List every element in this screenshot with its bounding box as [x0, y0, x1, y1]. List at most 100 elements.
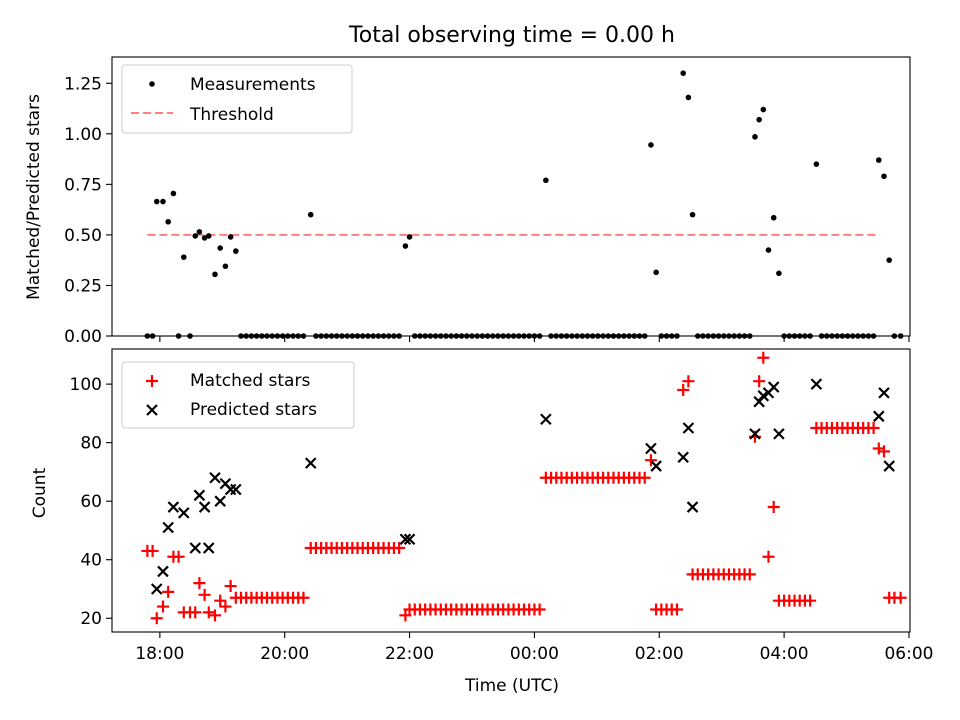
- ratio-y-label: Matched/Predicted stars: [24, 94, 44, 300]
- measurement-point: [180, 254, 187, 260]
- measurement-point: [752, 134, 758, 140]
- measurement-point: [495, 333, 501, 339]
- measurement-point: [359, 333, 366, 339]
- matched-point: [894, 591, 907, 604]
- count-y-axis: 20 40 60 80 100: [70, 375, 112, 629]
- x-tick-label: 00:00: [510, 644, 559, 664]
- measurement-point: [818, 333, 825, 339]
- measurement-point: [641, 333, 648, 339]
- measurement-point: [579, 333, 586, 339]
- measurement-point: [736, 333, 743, 339]
- measurement-point: [875, 157, 882, 163]
- measurement-point: [600, 333, 606, 339]
- measurement-point: [295, 333, 302, 339]
- predicted-point: [224, 483, 237, 496]
- predicted-point: [767, 381, 780, 393]
- measurement-point: [385, 333, 392, 339]
- measurement-point: [175, 333, 182, 339]
- measurement-point: [149, 333, 156, 339]
- measurement-point: [781, 333, 787, 339]
- measurement-point: [631, 333, 638, 339]
- predicted-point: [193, 489, 206, 502]
- measurement-point: [626, 333, 632, 339]
- x-tick-label: 18:00: [135, 644, 184, 664]
- measurement-point: [776, 270, 782, 277]
- predicted-point: [677, 451, 689, 464]
- measurement-point: [849, 333, 856, 339]
- ratio-y-tick-label: 1.25: [64, 74, 102, 94]
- ratio-y-tick-label: 0.50: [64, 226, 102, 246]
- measurement-point: [170, 190, 177, 197]
- measurement-point: [726, 333, 732, 339]
- measurement-point: [648, 142, 654, 148]
- ratio-legend-box: [121, 64, 353, 134]
- matched-point: [189, 606, 202, 619]
- measurement-point: [192, 233, 199, 239]
- measurement-point: [610, 333, 617, 339]
- measurement-point: [274, 333, 281, 339]
- measurement-point: [453, 333, 460, 339]
- matched-point: [638, 471, 651, 484]
- predicted-point: [189, 542, 202, 554]
- measurement-point: [313, 333, 319, 339]
- measurement-point: [307, 211, 314, 218]
- measurement-point: [569, 333, 575, 339]
- measurement-point: [705, 333, 711, 339]
- measurement-points: [144, 70, 904, 339]
- predicted-point: [304, 457, 317, 469]
- count-y-tick-label: 60: [80, 492, 102, 512]
- measurement-point: [765, 247, 772, 253]
- matched-point: [150, 612, 163, 625]
- measurement-point: [589, 333, 596, 339]
- measurement-point: [680, 70, 686, 76]
- count-x-axis: 18:00 20:00 22:00 00:00 02:00 04:00 06:00: [135, 632, 933, 664]
- ratio-y-axis: 0.00 0.25 0.50 0.75 1.00 1.25: [64, 74, 112, 347]
- measurement-point: [333, 333, 340, 339]
- measurement-point: [469, 333, 475, 339]
- measurement-point: [536, 333, 543, 339]
- predicted-points: [150, 378, 895, 595]
- measurement-point: [144, 333, 151, 339]
- ratio-legend: Measurements Threshold: [121, 64, 353, 134]
- chart-title: Total observing time = 0.00 h: [348, 23, 675, 48]
- measurement-point: [791, 333, 798, 339]
- matched-point: [193, 577, 206, 590]
- measurement-point: [187, 333, 193, 339]
- predicted-point: [873, 410, 885, 423]
- measurement-point: [802, 333, 808, 339]
- measurement-point: [479, 333, 486, 339]
- measurement-point: [807, 333, 813, 339]
- matched-point: [804, 594, 817, 607]
- measurement-point: [563, 333, 570, 339]
- measurement-point: [375, 333, 382, 339]
- measurement-point: [427, 333, 434, 339]
- measurement-point: [621, 333, 627, 339]
- matched-point: [214, 594, 227, 607]
- measurement-point: [437, 333, 444, 339]
- measurement-point: [756, 116, 762, 123]
- measurement-point: [323, 333, 330, 339]
- measurement-point: [264, 333, 270, 339]
- ratio-y-tick-label: 0.25: [64, 276, 102, 296]
- predicted-point: [230, 483, 242, 496]
- predicted-point: [540, 413, 552, 426]
- matched-point: [762, 550, 775, 563]
- measurement-point: [505, 333, 512, 339]
- measurement-point: [668, 333, 675, 339]
- measurement-point: [233, 248, 239, 254]
- count-legend: Matched stars Predicted stars: [121, 361, 355, 429]
- ratio-y-tick-label: 1.00: [64, 125, 102, 145]
- count-y-tick-label: 40: [80, 551, 102, 571]
- measurement-point: [839, 333, 846, 339]
- measurement-point: [855, 333, 861, 339]
- measurement-point: [605, 333, 612, 339]
- predicted-point: [198, 501, 211, 513]
- count-panel-frame: [111, 348, 911, 633]
- measurement-point: [406, 234, 413, 240]
- measurement-point: [205, 233, 212, 239]
- measurement-point: [370, 333, 376, 339]
- predicted-point: [162, 521, 174, 534]
- measurement-point: [829, 333, 835, 339]
- measurement-point: [318, 333, 324, 339]
